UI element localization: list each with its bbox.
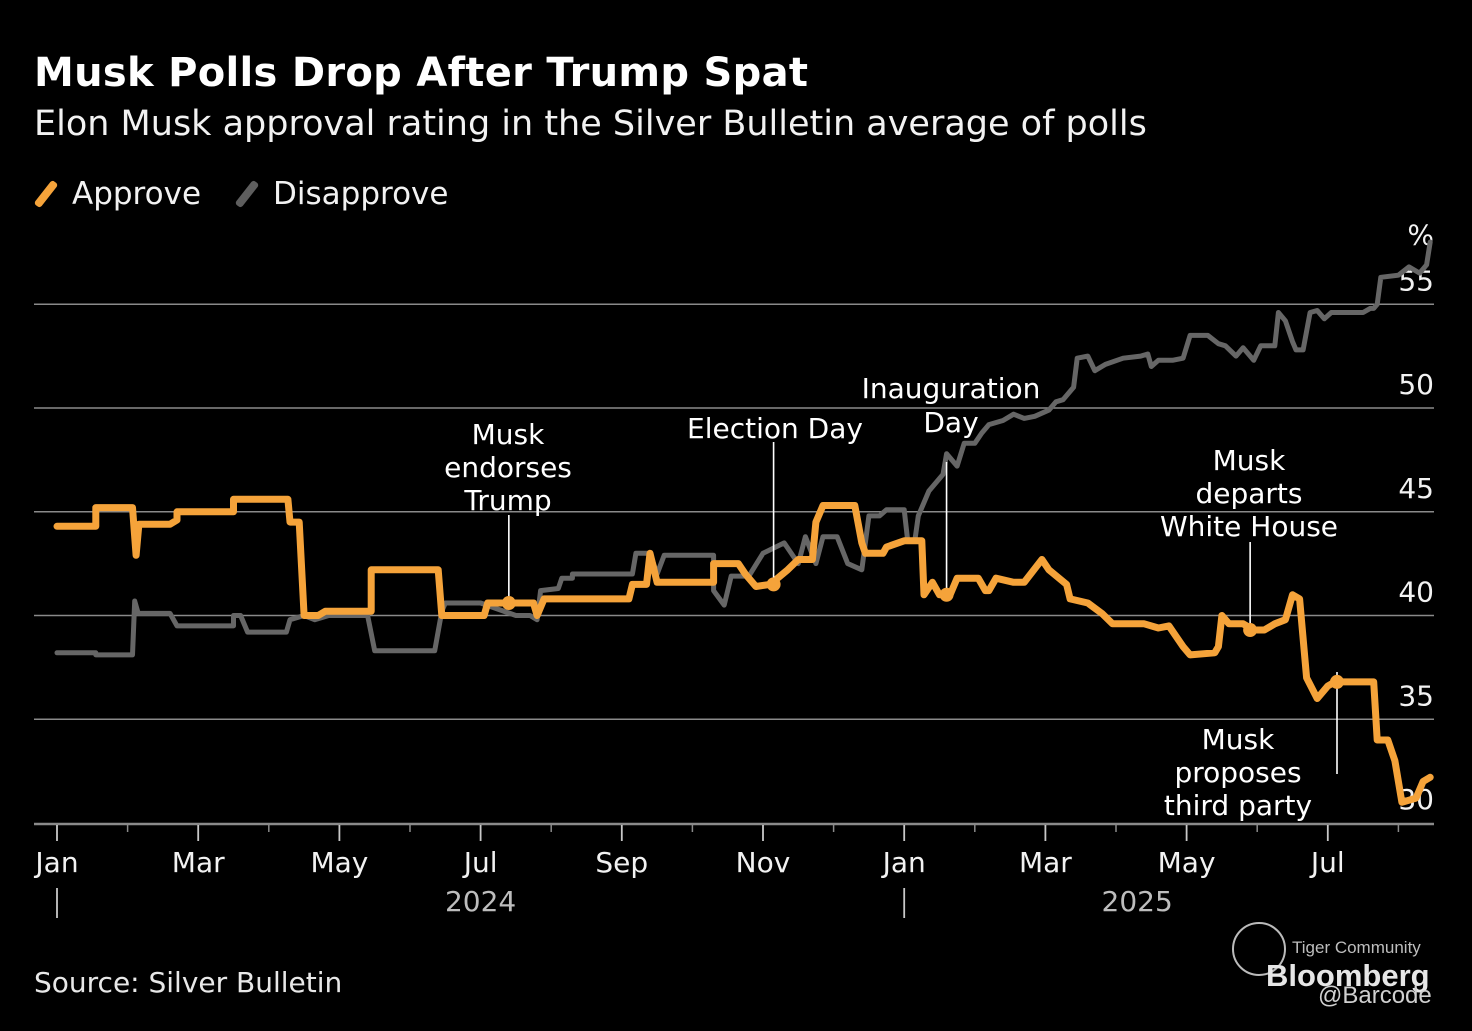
series-lines [53, 239, 1434, 806]
annotation-label: Musk [1202, 723, 1275, 756]
source-note: Source: Silver Bulletin [34, 966, 343, 999]
legend-label-approve: Approve [72, 176, 202, 212]
tiger-logo-icon [1232, 922, 1286, 976]
watermark-community: Tiger Community [1292, 938, 1421, 957]
chart-title: Musk Polls Drop After Trump Spat [34, 50, 809, 96]
year-label: 2025 [1102, 885, 1173, 918]
legend: Approve Disapprove [33, 176, 482, 212]
series-line-approve [53, 495, 1434, 806]
x-axis: Jan Mar May Jul Sep Nov Jan Mar May Jul 2024 2025 [33, 822, 1434, 918]
grid-lines [34, 303, 1434, 721]
x-tick-label: Jan [33, 846, 78, 879]
x-tick-label: May [310, 846, 368, 879]
x-tick-label: Sep [595, 846, 648, 879]
year-label: 2024 [445, 885, 516, 918]
annotation-label: endorses [444, 451, 572, 484]
annotation-marker [1243, 623, 1258, 638]
x-tick-label: Jan [881, 846, 926, 879]
x-tick-label: Mar [172, 846, 225, 879]
annotation-label: Musk [472, 418, 545, 451]
annotation-marker [766, 577, 781, 592]
x-tick-label: May [1158, 846, 1216, 879]
annotation-label: third party [1164, 789, 1312, 822]
legend-item-approve: Approve [33, 176, 202, 212]
y-tick-label: 45 [1398, 472, 1434, 505]
chart-subtitle: Elon Musk approval rating in the Silver … [34, 104, 1147, 144]
annotation-label: Trump [463, 484, 551, 517]
annotation-marker [501, 596, 516, 611]
annotation-label: departs [1195, 477, 1302, 510]
annotation-label: Inauguration [862, 372, 1041, 405]
annotation-label: White House [1160, 510, 1338, 543]
watermark-handle: @Barcode [1318, 982, 1432, 1009]
annotation-label: Election Day [687, 412, 863, 445]
legend-item-disapprove: Disapprove [234, 176, 449, 212]
x-tick-label: Nov [736, 846, 791, 879]
y-tick-label: 40 [1398, 576, 1434, 609]
x-tick-label: Jul [1309, 846, 1345, 879]
annotation-marker [939, 587, 954, 602]
annotation: Election Day [687, 412, 863, 592]
bloomberg-logo: Bloomberg [1266, 958, 1430, 993]
series-line-disapprove [54, 239, 1433, 658]
annotation-label: Musk [1213, 444, 1286, 477]
x-tick-label: Mar [1019, 846, 1072, 879]
watermark: Tiger Community Bloomberg @Barcode [1230, 920, 1470, 1020]
annotation-marker [1330, 674, 1344, 689]
annotation-label: proposes [1174, 756, 1301, 789]
y-tick-label: 50 [1398, 368, 1434, 401]
legend-label-disapprove: Disapprove [273, 176, 449, 212]
x-tick-label: Jul [462, 846, 498, 879]
y-tick-label: 35 [1398, 679, 1434, 712]
annotation-label: Day [923, 406, 978, 439]
